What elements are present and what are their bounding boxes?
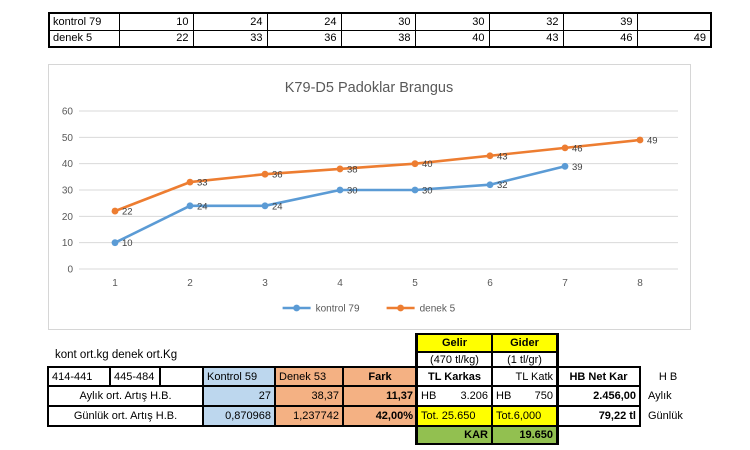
table-cell[interactable]: 32	[488, 12, 564, 31]
row-label-kontrol[interactable]: kontrol 79	[48, 12, 120, 31]
aylik-karkas-cell[interactable]: HB 3.206	[417, 386, 492, 406]
gunluk-label-cell[interactable]: Günlük ort. Artış H.B.	[48, 406, 203, 426]
table-row: denek 5 22 33 36 38 40 43 46 49	[48, 29, 712, 48]
line-chart[interactable]: K79-D5 Padoklar Brangus 0 10 20 30 40 50 60 1 2 3 4…	[48, 64, 691, 330]
aylik-side-label: Aylık	[648, 390, 672, 402]
gunluk-denek-cell[interactable]: 1,237742	[275, 406, 343, 426]
gunluk-side-label: Günlük	[648, 410, 683, 422]
denek-header-cell[interactable]: Denek 53	[275, 367, 343, 386]
svg-text:40: 40	[62, 159, 74, 170]
table-cell[interactable]: 24	[266, 12, 342, 31]
svg-text:10: 10	[62, 238, 74, 249]
hb-net-kar-header-cell[interactable]: HB Net Kar	[557, 367, 640, 386]
gunluk-fark-cell[interactable]: 42,00%	[343, 406, 417, 426]
row-label-denek[interactable]: denek 5	[48, 29, 120, 48]
svg-text:10: 10	[122, 238, 133, 249]
avg-kg-note[interactable]: kont ort.kg denek ort.Kg	[55, 349, 178, 361]
svg-text:8: 8	[637, 278, 643, 289]
aylik-kontrol-cell[interactable]: 27	[203, 386, 275, 406]
svg-text:40: 40	[422, 159, 433, 170]
line-chart-svg: K79-D5 Padoklar Brangus 0 10 20 30 40 50 60 1 2 3 4…	[62, 80, 678, 315]
svg-text:3: 3	[262, 278, 268, 289]
svg-text:7: 7	[562, 278, 568, 289]
katk-value: 750	[534, 390, 553, 402]
gunluk-katk-cell[interactable]: Tot.6,000	[492, 406, 557, 426]
svg-text:50: 50	[62, 133, 74, 144]
svg-text:30: 30	[347, 186, 358, 197]
range1-cell[interactable]: 414-441	[48, 367, 110, 386]
svg-text:24: 24	[197, 201, 208, 212]
gunluk-net-kar-cell[interactable]: 79,22 tl	[557, 406, 640, 426]
aylik-label-cell[interactable]: Aylık ort. Artış H.B.	[48, 386, 203, 406]
table-cell[interactable]: 22	[118, 29, 194, 48]
tl-karkas-header-cell[interactable]: TL Karkas	[417, 367, 492, 386]
svg-text:4: 4	[337, 278, 343, 289]
gelir-header-cell[interactable]: Gelir	[417, 334, 492, 352]
svg-text:denek 5: denek 5	[420, 304, 456, 315]
karkas-prefix: HB	[421, 390, 437, 402]
svg-text:49: 49	[647, 135, 658, 146]
kontrol-header-cell[interactable]: Kontrol 59	[203, 367, 275, 386]
empty-cell[interactable]	[160, 367, 203, 386]
svg-text:20: 20	[62, 212, 74, 223]
aylik-fark-cell[interactable]: 11,37	[343, 386, 417, 406]
svg-text:30: 30	[62, 186, 74, 197]
svg-text:6: 6	[487, 278, 493, 289]
svg-text:43: 43	[497, 151, 508, 162]
svg-text:0: 0	[67, 265, 73, 276]
svg-text:22: 22	[122, 207, 133, 218]
svg-text:24: 24	[272, 201, 283, 212]
table-cell[interactable]: 36	[266, 29, 342, 48]
svg-text:33: 33	[197, 178, 208, 189]
svg-text:60: 60	[62, 107, 74, 118]
table-cell[interactable]: 30	[340, 12, 416, 31]
gider-unit-cell[interactable]: (1 tl/gr)	[492, 352, 557, 367]
svg-text:K79-D5 Padoklar Brangus: K79-D5 Padoklar Brangus	[285, 80, 453, 96]
aylik-katk-cell[interactable]: HB 750	[492, 386, 557, 406]
fark-header-cell[interactable]: Fark	[343, 367, 417, 386]
svg-text:46: 46	[572, 143, 583, 154]
svg-text:5: 5	[412, 278, 418, 289]
kar-label-cell[interactable]: KAR	[417, 426, 492, 444]
table-cell[interactable]: 33	[192, 29, 268, 48]
table-cell[interactable]: 49	[636, 29, 712, 48]
svg-text:36: 36	[272, 170, 283, 181]
table-cell[interactable]: 24	[192, 12, 268, 31]
table-cell[interactable]	[636, 12, 712, 31]
range2-cell[interactable]: 445-484	[110, 367, 160, 386]
svg-text:38: 38	[347, 164, 358, 175]
svg-text:1: 1	[112, 278, 118, 289]
table-cell[interactable]: 40	[414, 29, 490, 48]
svg-text:2: 2	[187, 278, 193, 289]
table-cell[interactable]: 38	[340, 29, 416, 48]
hb-side-label: H B	[658, 370, 678, 383]
aylik-denek-cell[interactable]: 38,37	[275, 386, 343, 406]
data-table: kontrol 79 10 24 24 30 30 32 39 denek 5 …	[48, 12, 712, 48]
table-cell[interactable]: 43	[488, 29, 564, 48]
svg-text:39: 39	[572, 162, 583, 173]
gider-header-cell[interactable]: Gider	[492, 334, 557, 352]
table-cell[interactable]: 46	[562, 29, 638, 48]
gunluk-karkas-cell[interactable]: Tot. 25.650	[417, 406, 492, 426]
table-cell[interactable]: 30	[414, 12, 490, 31]
katk-prefix: HB	[496, 390, 512, 402]
gunluk-kontrol-cell[interactable]: 0,870968	[203, 406, 275, 426]
tl-katk-header-cell[interactable]: TL Katk	[492, 367, 557, 386]
karkas-value: 3.206	[460, 390, 488, 402]
gelir-unit-cell[interactable]: (470 tl/kg)	[417, 352, 492, 367]
kar-value-cell[interactable]: 19.650	[492, 426, 557, 444]
svg-text:kontrol 79: kontrol 79	[316, 304, 360, 315]
table-cell[interactable]: 10	[118, 12, 194, 31]
table-row: kontrol 79 10 24 24 30 30 32 39	[48, 12, 712, 31]
aylik-net-kar-cell[interactable]: 2.456,00	[557, 386, 640, 406]
svg-text:32: 32	[497, 180, 508, 191]
svg-text:30: 30	[422, 186, 433, 197]
table-cell[interactable]: 39	[562, 12, 638, 31]
